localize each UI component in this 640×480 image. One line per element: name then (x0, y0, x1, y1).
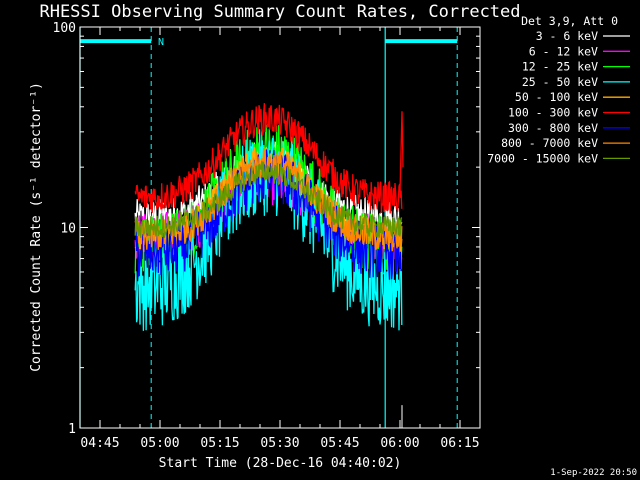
legend-label: 300 - 800 keV (508, 121, 598, 135)
legend-label: 100 - 300 keV (508, 106, 598, 120)
spike (399, 111, 404, 193)
y-axis-ticks: 1 10 100 (53, 21, 480, 437)
legend-label: 25 - 50 keV (522, 75, 598, 89)
x-axis-label: Start Time (28-Dec-16 04:40:02) (159, 456, 402, 471)
plot-area: N (79, 27, 458, 428)
legend-label: 6 - 12 keV (529, 44, 598, 58)
y-tick-label: 100 (53, 21, 76, 36)
y-tick-label: 1 (68, 422, 76, 437)
x-tick-label: 05:00 (140, 436, 179, 451)
x-tick-label: 04:45 (80, 436, 119, 451)
chart-title: RHESSI Observing Summary Count Rates, Co… (39, 2, 520, 22)
timestamp: 1-Sep-2022 20:50 (550, 468, 637, 478)
x-axis-ticks: 04:45 05:00 05:15 05:30 05:45 06:00 06:15 (79, 27, 481, 451)
x-tick-label: 06:15 (440, 436, 479, 451)
legend-label: 50 - 100 keV (515, 90, 598, 104)
y-axis-label: Corrected Count Rate (s⁻¹ detector⁻¹) (29, 82, 44, 372)
legend-title: Det 3,9, Att 0 (521, 14, 618, 28)
legend-label: 7000 - 15000 keV (487, 151, 598, 165)
x-tick-label: 05:15 (200, 436, 239, 451)
legend-label: 12 - 25 keV (522, 60, 598, 74)
legend-label: 800 - 7000 keV (501, 136, 598, 150)
y-tick-label: 10 (60, 222, 76, 237)
legend-label: 3 - 6 keV (536, 29, 598, 43)
orbit-label: N (158, 37, 164, 48)
x-tick-label: 05:45 (320, 436, 359, 451)
x-tick-label: 06:00 (380, 436, 419, 451)
series-8 (134, 161, 403, 239)
series-5 (134, 103, 403, 214)
x-tick-label: 05:30 (260, 436, 299, 451)
